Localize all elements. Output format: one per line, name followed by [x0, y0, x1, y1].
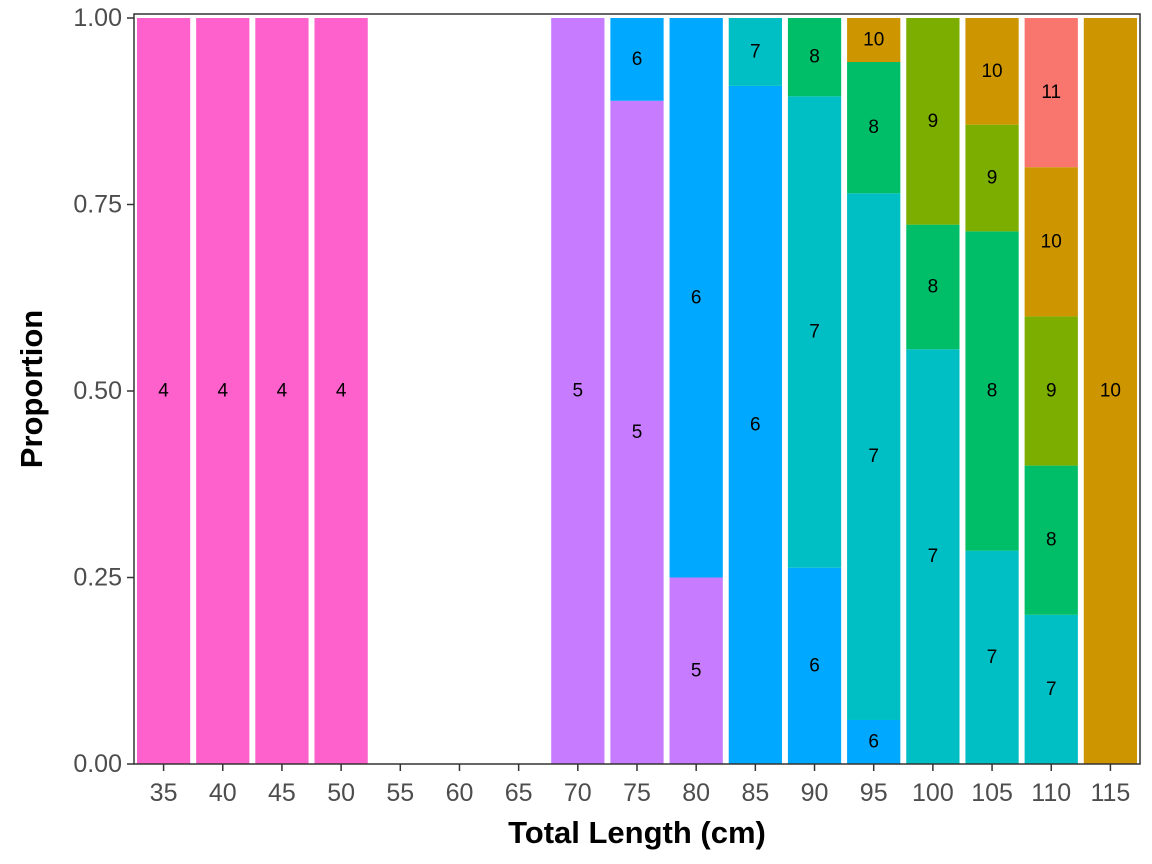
- y-tick-label: 0.00: [73, 750, 122, 778]
- x-tick-label: 100: [912, 779, 954, 807]
- segment-label-95-age-10: 10: [863, 30, 884, 51]
- bar-segment-95-age-6: [847, 719, 901, 764]
- bar-segment-110-age-10: [1024, 167, 1078, 317]
- segment-label-75-age-6: 6: [632, 49, 643, 70]
- x-tick-label: 55: [386, 779, 414, 807]
- x-tick-label: 110: [1031, 779, 1071, 807]
- segment-label-115-age-10: 10: [1100, 381, 1121, 402]
- segment-label-105-age-7: 7: [987, 647, 998, 668]
- segment-label-100-age-9: 9: [928, 111, 939, 132]
- bar-segment-105-age-10: [965, 18, 1019, 125]
- bar-segment-110-age-7: [1024, 614, 1078, 764]
- y-tick-label: 0.75: [73, 191, 122, 219]
- bar-segment-100-age-7: [906, 349, 960, 764]
- segment-label-85-age-7: 7: [750, 41, 761, 62]
- bar-segment-75-age-6: [610, 18, 664, 101]
- bar-segment-45-age-4: [255, 18, 309, 764]
- segment-label-90-age-6: 6: [809, 655, 820, 676]
- x-tick-label: 60: [446, 779, 474, 807]
- x-tick-label: 45: [268, 779, 296, 807]
- segment-label-105-age-10: 10: [981, 61, 1002, 82]
- segment-label-95-age-6: 6: [868, 731, 879, 752]
- bar-segment-75-age-5: [610, 100, 664, 764]
- segment-label-95-age-8: 8: [868, 117, 879, 138]
- bars-layer: [136, 18, 1138, 764]
- segment-labels-layer: 4 4 4 4 5 5 6 5 6 6 7 6 7 8 6 7 8 10 7 8 9 7 8 9 10 7 8 9 10 11 10: [158, 30, 1121, 753]
- bar-segment-105-age-7: [965, 550, 1019, 764]
- bar-segment-90-age-6: [787, 567, 842, 764]
- x-tick-label: 80: [682, 779, 710, 807]
- y-tick-label: 0.50: [73, 377, 122, 405]
- segment-label-100-age-8: 8: [928, 276, 939, 297]
- segment-label-100-age-7: 7: [928, 546, 939, 567]
- x-tick-label: 90: [801, 779, 829, 807]
- bar-segment-85-age-7: [728, 18, 782, 86]
- x-tick-label: 105: [971, 779, 1013, 807]
- y-tick-label: 0.25: [73, 564, 122, 592]
- segment-label-110-age-8: 8: [1046, 530, 1057, 551]
- segment-label-50-age-4: 4: [336, 381, 347, 402]
- x-tick-label: 95: [860, 779, 888, 807]
- segment-label-75-age-5: 5: [632, 422, 643, 443]
- bar-segment-35-age-4: [136, 18, 191, 764]
- x-tick-label: 65: [505, 779, 533, 807]
- bar-segment-95-age-7: [847, 193, 901, 720]
- bar-segment-110-age-8: [1024, 465, 1078, 615]
- y-tick-label: 1.00: [73, 4, 122, 32]
- bar-segment-70-age-5: [551, 18, 605, 764]
- segment-label-110-age-10: 10: [1041, 231, 1062, 252]
- segment-label-40-age-4: 4: [217, 381, 228, 402]
- y-axis: 0.00 0.25 0.50 0.75 1.00: [73, 4, 134, 778]
- segment-label-110-age-11: 11: [1041, 82, 1061, 103]
- bar-segment-95-age-10: [847, 18, 901, 63]
- bar-segment-100-age-8: [906, 224, 960, 350]
- bar-segment-100-age-9: [906, 18, 960, 225]
- bar-segment-80-age-5: [669, 577, 723, 764]
- segment-label-105-age-8: 8: [987, 381, 998, 402]
- segment-label-105-age-9: 9: [987, 168, 998, 189]
- bar-segment-110-age-11: [1024, 18, 1078, 168]
- segment-label-110-age-9: 9: [1046, 381, 1057, 402]
- x-axis-title: Total Length (cm): [508, 815, 766, 850]
- bar-segment-90-age-8: [787, 18, 842, 97]
- segment-label-85-age-6: 6: [750, 414, 761, 435]
- y-axis-title: Proportion: [14, 310, 49, 468]
- bar-segment-105-age-8: [965, 231, 1019, 551]
- x-tick-label: 85: [741, 779, 769, 807]
- segment-label-90-age-7: 7: [809, 322, 820, 343]
- bar-segment-110-age-9: [1024, 316, 1078, 466]
- x-tick-label: 35: [150, 779, 178, 807]
- segment-label-95-age-7: 7: [868, 446, 879, 467]
- segment-label-35-age-4: 4: [158, 381, 169, 402]
- segment-label-80-age-6: 6: [691, 287, 702, 308]
- segment-label-90-age-8: 8: [809, 47, 820, 68]
- bar-segment-50-age-4: [314, 18, 368, 764]
- bar-segment-40-age-4: [196, 18, 250, 764]
- x-tick-label: 75: [623, 779, 651, 807]
- segment-label-70-age-5: 5: [573, 381, 584, 402]
- x-tick-label: 40: [209, 779, 237, 807]
- bar-segment-85-age-6: [728, 85, 782, 764]
- segment-label-45-age-4: 4: [277, 381, 288, 402]
- x-axis: 35 40 45 50 55 60 65 70 75 80 85 90 95 100 105 110 115: [150, 764, 1130, 807]
- bar-segment-105-age-9: [965, 124, 1019, 232]
- segment-label-80-age-5: 5: [691, 660, 702, 681]
- bar-segment-90-age-7: [787, 96, 842, 568]
- bar-segment-95-age-8: [847, 62, 901, 194]
- bar-segment-115-age-10: [1083, 18, 1138, 764]
- x-tick-label: 50: [327, 779, 355, 807]
- segment-label-110-age-7: 7: [1046, 679, 1057, 700]
- x-tick-label: 115: [1090, 779, 1130, 807]
- bar-segment-80-age-6: [669, 18, 723, 578]
- x-tick-label: 70: [564, 779, 592, 807]
